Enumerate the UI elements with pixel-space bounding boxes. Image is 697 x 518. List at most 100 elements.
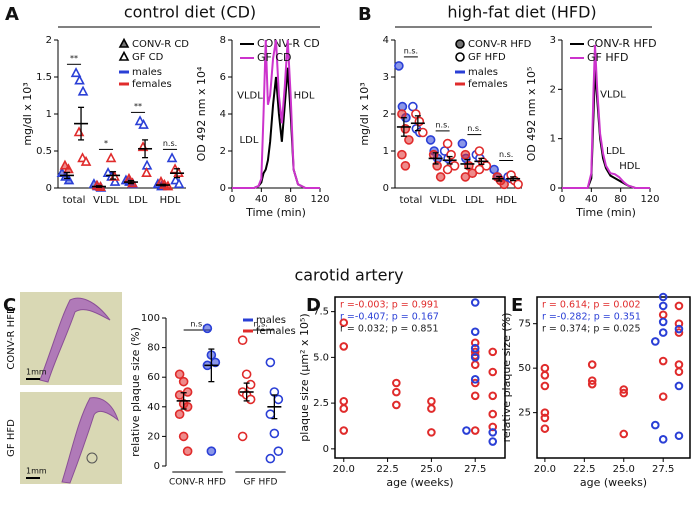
data-point: [488, 428, 498, 437]
data-point: [80, 155, 92, 166]
data-point: [241, 369, 252, 380]
data-point: [432, 161, 442, 171]
heading: control diet (CD): [124, 3, 256, 22]
data-point: [499, 179, 509, 190]
data-point: [141, 166, 152, 177]
y-tick-label: 7.5: [313, 307, 329, 318]
data-point: [540, 413, 550, 423]
x-axis-label: age (weeks): [386, 476, 453, 489]
data-point: [470, 327, 480, 337]
x-tick-label: 22.5: [376, 464, 398, 475]
data-point: [118, 37, 130, 48]
y-tick-label: 0: [550, 183, 556, 194]
data-point: [658, 328, 668, 337]
heading: high-fat diet (HFD): [447, 3, 596, 22]
data-point: [540, 370, 550, 380]
panel-letter: A: [5, 4, 19, 25]
annotation: r = 0.032; p = 0.851: [340, 324, 439, 335]
significance-label: n.s.: [404, 46, 418, 55]
data-point: [265, 453, 276, 464]
x-tick-label: 40: [255, 194, 268, 205]
data-point: [460, 172, 471, 182]
data-point: [339, 426, 349, 435]
data-point: [658, 392, 668, 401]
y-tick-label: 0: [154, 461, 160, 472]
x-tick-label: 25.0: [613, 464, 635, 475]
x-tick-label: 0: [229, 194, 235, 205]
x-axis-label: age (weeks): [580, 476, 647, 489]
significance-label: *: [104, 139, 108, 148]
legend-label: CONV-R CD: [132, 39, 189, 50]
legend-label: males: [256, 315, 286, 326]
data-point: [587, 360, 597, 369]
x-tick-label: 22.5: [573, 464, 595, 475]
y-tick-label: 2: [46, 35, 52, 46]
y-tick-label: 75: [518, 319, 531, 330]
data-point: [674, 381, 684, 391]
significance-label: n.s.: [190, 320, 204, 329]
data-point: [63, 174, 75, 185]
data-point: [674, 301, 684, 311]
data-point: [70, 67, 82, 78]
data-point: [470, 375, 480, 384]
data-point: [435, 172, 446, 182]
legend-label: females: [132, 79, 172, 90]
data-point: [658, 301, 668, 311]
data-point: [488, 367, 498, 377]
y-tick-label: 8: [220, 35, 226, 46]
legend-label: GF CD: [132, 52, 164, 63]
data-point: [202, 323, 213, 334]
plot-frame: [536, 296, 691, 459]
data-point: [425, 135, 436, 145]
x-tick-label: 40: [585, 194, 598, 205]
y-tick-label: 100: [141, 313, 160, 324]
y-tick-label: 1: [550, 134, 556, 145]
data-point: [488, 391, 498, 401]
y-tick-label: 1: [46, 109, 52, 120]
significance-label: n.s.: [435, 120, 449, 129]
data-point: [427, 396, 436, 406]
data-point: [470, 347, 480, 357]
annotation: LDL: [240, 135, 259, 146]
y-tick-label: 1: [383, 146, 389, 157]
scale-label: 1mm: [26, 467, 47, 476]
data-point: [674, 367, 684, 377]
x-axis-label: Time (min): [245, 206, 306, 219]
x-tick-label: LDL: [129, 195, 148, 206]
data-point: [470, 360, 480, 369]
data-point: [138, 118, 149, 129]
x-tick-label: VLDL: [93, 195, 119, 206]
data-point: [174, 409, 185, 420]
y-tick-label: 60: [147, 372, 160, 383]
data-point: [658, 356, 668, 366]
x-tick-label: 80: [614, 194, 627, 205]
data-point: [455, 52, 465, 62]
data-point: [658, 292, 668, 302]
y-tick-label: 20: [147, 431, 160, 442]
legend-label: CONV-R HFD: [468, 39, 532, 50]
significance-label: **: [70, 54, 78, 63]
data-point: [245, 394, 256, 405]
x-tick-label: GF HFD: [244, 478, 278, 488]
heading: carotid artery: [294, 266, 403, 285]
data-point: [118, 50, 130, 61]
data-point: [462, 426, 471, 435]
data-point: [428, 149, 439, 160]
data-point: [265, 357, 276, 368]
annotation: r = 0.374; p = 0.025: [542, 324, 641, 335]
data-point: [470, 343, 480, 353]
data-point: [105, 152, 117, 163]
y-axis-label: mg/dl x 10³: [21, 82, 34, 145]
data-point: [587, 376, 597, 385]
lesion: [86, 452, 98, 464]
y-tick-label: 80: [147, 343, 160, 354]
data-point: [182, 446, 193, 457]
legend-label: females: [256, 326, 296, 337]
y-tick-label: 0: [220, 183, 226, 194]
data-point: [77, 85, 89, 96]
data-point: [658, 435, 668, 444]
x-tick-label: CONV-R HFD: [169, 478, 226, 488]
data-point: [269, 428, 280, 439]
data-point: [173, 178, 185, 189]
annotation: r = 0.614; p = 0.002: [542, 300, 641, 311]
